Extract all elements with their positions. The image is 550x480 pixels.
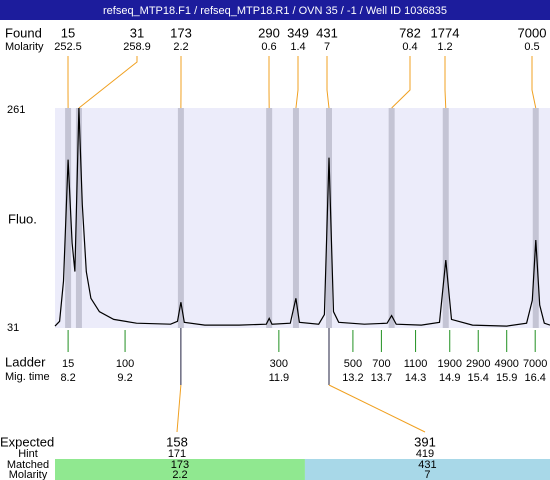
expected-label: Expected (0, 434, 54, 449)
y-tick-label: 31 (7, 322, 19, 334)
found-label: Found (5, 25, 42, 40)
matched-bar (55, 459, 305, 480)
ladder-size: 15 (62, 358, 74, 370)
peak-band (292, 108, 299, 328)
found-size: 7000 (518, 25, 547, 40)
peak-connector (326, 56, 330, 109)
peak-connector (295, 56, 299, 109)
peak-connector (78, 56, 138, 109)
found-molarity: 7 (324, 41, 330, 53)
peak-band (388, 108, 395, 328)
ladder-size: 700 (372, 358, 390, 370)
matched-value: 173 (171, 459, 189, 471)
peak-band (442, 108, 449, 328)
matched-bar (304, 459, 550, 480)
found-molarity: 1.4 (290, 41, 305, 53)
matched-molarity: 7 (424, 469, 430, 480)
peak-band (532, 108, 539, 328)
ladder-label: Ladder (5, 354, 46, 369)
peak-band (266, 108, 273, 328)
title-bar (0, 0, 550, 20)
ladder-size: 300 (270, 358, 288, 370)
ladder-time: 15.9 (496, 372, 517, 384)
ladder-size: 1900 (438, 358, 462, 370)
found-molarity: 0.6 (261, 41, 276, 53)
hint-value: 171 (168, 448, 186, 460)
y-tick-label: 261 (7, 104, 25, 116)
found-size: 782 (399, 25, 421, 40)
expected-value: 391 (414, 434, 436, 449)
ladder-time: 13.7 (371, 372, 392, 384)
matched-label: Matched (7, 459, 49, 471)
peak-band (65, 108, 72, 328)
ladder-size: 500 (344, 358, 362, 370)
peak-band (325, 108, 332, 328)
ladder-size: 7000 (523, 358, 547, 370)
expected-value: 158 (166, 434, 188, 449)
ladder-time: 15.4 (468, 372, 489, 384)
found-size: 349 (287, 25, 309, 40)
ladder-size: 2900 (466, 358, 490, 370)
found-size: 1774 (431, 25, 460, 40)
match-connector (328, 384, 426, 433)
peak-connector (531, 56, 537, 109)
ladder-size: 100 (116, 358, 134, 370)
found-size: 290 (258, 25, 280, 40)
ladder-time: 11.9 (269, 372, 290, 384)
mig-time-label: Mig. time (5, 371, 50, 383)
matched-value: 431 (418, 459, 436, 471)
found-size: 431 (316, 25, 338, 40)
title: refseq_MTP18.F1 / refseq_MTP18.R1 / OVN … (103, 5, 447, 17)
matched-molarity: 2.2 (172, 469, 187, 480)
trace (54, 107, 550, 327)
ladder-size: 1100 (404, 358, 428, 370)
found-molarity: 252.5 (54, 41, 82, 53)
ladder-time: 8.2 (60, 372, 75, 384)
ladder-time: 13.2 (342, 372, 363, 384)
peak-band (177, 108, 184, 328)
ladder-time: 14.3 (405, 372, 426, 384)
match-connector (176, 384, 182, 433)
peak-connector (391, 56, 411, 109)
found-molarity: 0.4 (402, 41, 417, 53)
molarity-label: Molarity (9, 469, 48, 480)
hint-label: Hint (18, 448, 38, 460)
ladder-time: 14.9 (439, 372, 460, 384)
found-size: 173 (170, 25, 192, 40)
plot-area (55, 108, 550, 328)
found-molarity: 258.9 (123, 41, 151, 53)
hint-value: 419 (416, 448, 434, 460)
peak-band (75, 108, 82, 328)
found-size: 31 (130, 25, 144, 40)
peak-connector (444, 56, 447, 109)
found-size: 15 (61, 25, 75, 40)
ladder-time: 9.2 (117, 372, 132, 384)
ladder-size: 4900 (494, 358, 518, 370)
ladder-time: 16.4 (524, 372, 545, 384)
found-molarity: 0.5 (524, 41, 539, 53)
found-molarity: 2.2 (173, 41, 188, 53)
y-label: Fluo. (8, 211, 37, 226)
found-molarity: 1.2 (437, 41, 452, 53)
molarity-label: Molarity (5, 41, 44, 53)
